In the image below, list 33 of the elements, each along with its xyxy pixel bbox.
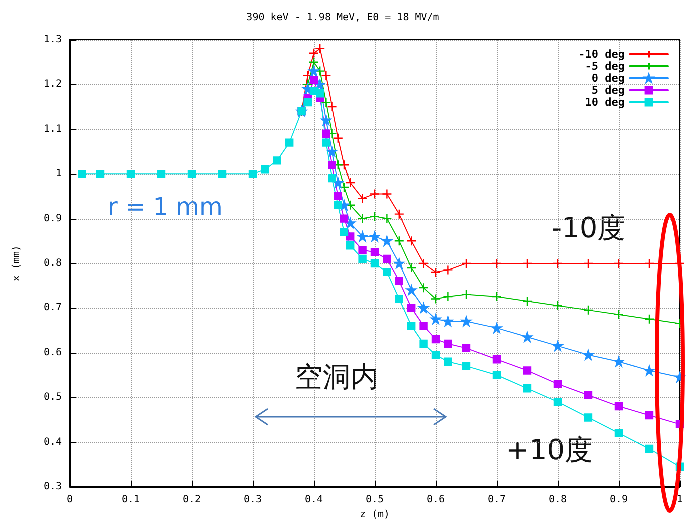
x-tick-label: 0.5 — [366, 494, 384, 506]
y-tick-label: 1 — [56, 168, 62, 180]
y-tick-label: 0.4 — [44, 436, 62, 448]
legend-label: 10 deg — [585, 96, 625, 109]
x-tick-label: 0.3 — [244, 494, 262, 506]
annotation: +10度 — [506, 434, 594, 466]
x-tick-label: 0.6 — [426, 494, 446, 506]
y-tick-label: 1.3 — [44, 34, 62, 46]
x-tick-label: 1 — [676, 494, 684, 506]
y-tick-label: 0.5 — [44, 392, 62, 404]
x-tick-label: 0.7 — [488, 494, 506, 506]
legend-label: 5 deg — [592, 84, 625, 97]
y-tick-label: 0.9 — [44, 213, 62, 224]
x-tick-label: 0.2 — [182, 494, 202, 506]
chart-title: 390 keV - 1.98 MeV, E0 = 18 MV/m — [246, 12, 440, 24]
x-tick-label: 0.4 — [304, 494, 324, 506]
x-tick-label: 0.9 — [610, 494, 628, 506]
x-axis-title: z (m) — [360, 509, 390, 520]
y-tick-label: 1.1 — [44, 124, 62, 135]
legend-label: -10 deg — [578, 48, 625, 61]
annotation: -10度 — [552, 212, 626, 244]
y-tick-label: 1.2 — [44, 79, 62, 90]
x-tick-label: 0.1 — [122, 494, 140, 506]
y-tick-label: 0.8 — [44, 258, 62, 269]
legend-label: -5 deg — [585, 60, 625, 73]
y-axis-title: x (mm) — [12, 245, 22, 282]
y-tick-label: 0.3 — [44, 482, 62, 492]
y-tick-label: 0.7 — [44, 302, 62, 314]
annotation: r = 1 mm — [108, 193, 223, 221]
y-tick-label: 0.6 — [44, 347, 62, 358]
x-tick-label: 0 — [66, 494, 74, 506]
x-tick-label: 0.8 — [548, 494, 568, 506]
legend-label: 0 deg — [592, 72, 625, 85]
